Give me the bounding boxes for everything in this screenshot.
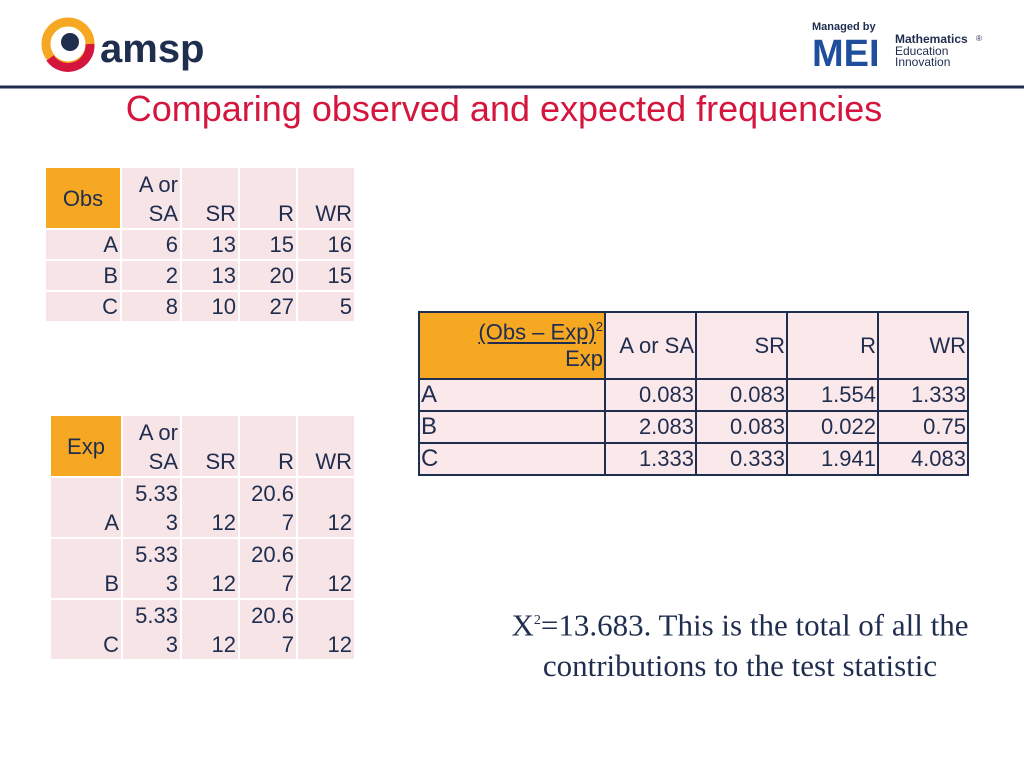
value-cell: 12 — [296, 537, 356, 600]
header-cell: WR — [877, 311, 969, 380]
value-cell: 0.022 — [786, 410, 879, 444]
header-cell: WR — [296, 166, 356, 230]
value-cell: 1.333 — [877, 378, 969, 412]
chi-symbol: X — [511, 607, 534, 643]
header-cell: R — [238, 414, 298, 478]
numerator: (Obs – Exp) — [478, 319, 596, 345]
header-row: (Obs – Exp)2 Exp A or SA SR R WR — [418, 311, 969, 380]
value-cell: 16 — [296, 228, 356, 261]
value-cell: 12 — [180, 476, 240, 539]
header-cell: (Obs – Exp)2 Exp — [418, 311, 606, 380]
value-cell: 0.333 — [695, 442, 788, 476]
logo-text: amsp — [100, 27, 205, 71]
exponent: 2 — [533, 613, 541, 628]
header-cell: R — [238, 166, 298, 230]
value-cell: 12 — [180, 598, 240, 661]
logo-arc — [46, 43, 95, 72]
value-cell: 27 — [238, 290, 298, 323]
value-cell: 15 — [238, 228, 298, 261]
header-cell: Exp — [49, 414, 123, 478]
value-cell: 13 — [180, 259, 240, 292]
mei-logo: MEI — [812, 33, 880, 75]
data-row: C 5.333 12 20.67 12 — [49, 598, 356, 661]
row-label: B — [418, 410, 606, 444]
row-label: A — [49, 476, 123, 539]
conclusion: X2=13.683. This is the total of all the … — [490, 600, 990, 686]
managed-by: Managed by — [812, 21, 876, 33]
value-cell: 20.67 — [238, 537, 298, 600]
denominator: Exp — [565, 345, 603, 371]
header-cell: R — [786, 311, 879, 380]
header-cell: SR — [180, 414, 240, 478]
value-cell: 20 — [238, 259, 298, 292]
header-cell: A or SA — [121, 414, 182, 478]
data-row: B 2.083 0.083 0.022 0.75 — [418, 410, 969, 444]
mei-line: Mathematics — [895, 32, 968, 46]
data-row: C 1.333 0.333 1.941 4.083 — [418, 442, 969, 476]
row-label: A — [418, 378, 606, 412]
header-row: Exp A or SA SR R WR — [49, 414, 356, 478]
value-cell: 1.333 — [604, 442, 697, 476]
value-cell: 10 — [180, 290, 240, 323]
header-cell: SR — [695, 311, 788, 380]
value-cell: 6 — [120, 228, 182, 261]
header-cell: SR — [180, 166, 240, 230]
header-cell: WR — [296, 414, 356, 478]
value-cell: 8 — [120, 290, 182, 323]
value-cell: 2.083 — [604, 410, 697, 444]
data-row: B 2 13 20 15 — [44, 259, 356, 292]
value-cell: 13 — [180, 228, 240, 261]
value-cell: 5.333 — [121, 598, 182, 661]
header-row: Obs A or SA SR R WR — [44, 166, 356, 230]
contribution-table: (Obs – Exp)2 Exp A or SA SR R WR A 0.083 0.083 1.… — [418, 311, 969, 476]
value-cell: 12 — [296, 476, 356, 539]
header-cell: A or SA — [120, 166, 182, 230]
value-cell: 1.554 — [786, 378, 879, 412]
row-label: C — [49, 598, 123, 661]
conclusion-text: =13.683. This is the total of all the co… — [540, 607, 969, 684]
data-row: A 0.083 0.083 1.554 1.333 — [418, 378, 969, 412]
mei-line: Education — [895, 44, 948, 58]
data-row: C 8 10 27 5 — [44, 290, 356, 323]
data-row: A 5.333 12 20.67 12 — [49, 476, 356, 539]
row-label: B — [44, 259, 122, 292]
row-label: A — [44, 228, 122, 261]
data-row: B 5.333 12 20.67 12 — [49, 537, 356, 600]
value-cell: 0.75 — [877, 410, 969, 444]
value-cell: 0.083 — [695, 410, 788, 444]
value-cell: 12 — [296, 598, 356, 661]
data-row: A 6 13 15 16 — [44, 228, 356, 261]
row-label: C — [418, 442, 606, 476]
row-label: C — [44, 290, 122, 323]
value-cell: 5.333 — [121, 537, 182, 600]
header-graphics: amsp Managed by MEI Mathematics ® Educat… — [0, 17, 1024, 89]
value-cell: 20.67 — [238, 598, 298, 661]
value-cell: 5.333 — [121, 476, 182, 539]
value-cell: 4.083 — [877, 442, 969, 476]
value-cell: 2 — [120, 259, 182, 292]
header-cell: Obs — [44, 166, 122, 230]
value-cell: 5 — [296, 290, 356, 323]
row-label: B — [49, 537, 123, 600]
fraction-top: (Obs – Exp)2 — [421, 319, 603, 345]
mei-line: Innovation — [895, 55, 950, 69]
value-cell: 12 — [180, 537, 240, 600]
logo-dot — [61, 33, 79, 51]
value-cell: 20.67 — [238, 476, 298, 539]
registered: ® — [976, 34, 982, 43]
value-cell: 1.941 — [786, 442, 879, 476]
exponent: 2 — [595, 319, 603, 335]
expected-table: Exp A or SA SR R WR A 5.333 12 20.67 12 B 5.333 12 20… — [49, 414, 356, 661]
value-cell: 15 — [296, 259, 356, 292]
value-cell: 0.083 — [695, 378, 788, 412]
observed-table: Obs A or SA SR R WR A 6 13 15 16 B 2 13 20 15 C 8 10 27 5 — [44, 166, 356, 323]
slide-title: Comparing observed and expected frequenc… — [125, 88, 883, 129]
value-cell: 0.083 — [604, 378, 697, 412]
header-cell: A or SA — [604, 311, 697, 380]
